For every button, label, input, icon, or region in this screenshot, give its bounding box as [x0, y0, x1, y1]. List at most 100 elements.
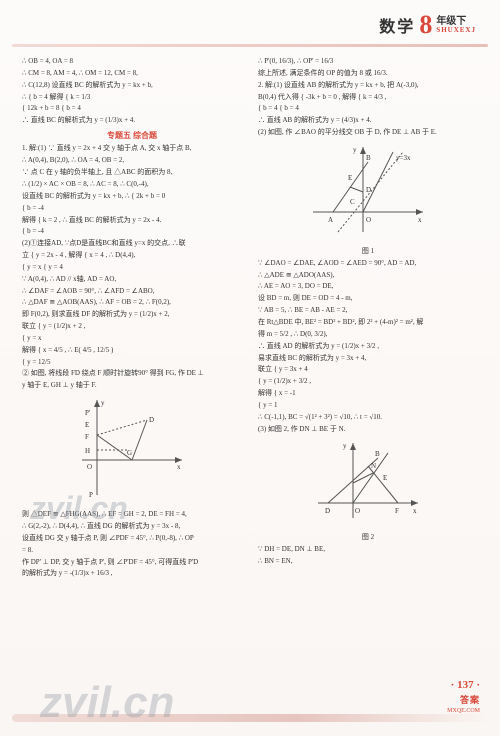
text-line: { b = -4: [22, 203, 242, 214]
grade-text-label: 年级下: [436, 16, 476, 27]
figure-caption: 图 2: [258, 532, 478, 543]
svg-text:y=3x: y=3x: [396, 154, 411, 162]
svg-text:N: N: [371, 462, 376, 470]
text-line: 2. 解:(1) 设直线 AB 的解析式为 y = kx + b, 把 A(-3…: [258, 80, 478, 91]
svg-text:H: H: [85, 447, 90, 455]
page: 数学 8 年级下 SHUXEXJ ∴ OB = 4, OA = 8 ∴ CM =…: [0, 0, 500, 736]
text-line: ∴ OB = 4, OA = 8: [22, 56, 242, 67]
svg-text:y: y: [101, 399, 105, 407]
text-line: 立 { y = 2x - 4 , 解得 { x = 4 , ∴ D(4,4),: [22, 250, 242, 261]
text-line: { y = x: [22, 333, 242, 344]
text-line: ∴ 直线 BC 的解析式为 y = (1/3)x + 4.: [22, 115, 242, 126]
text-line: y 轴于 E, GH ⊥ y 轴于 F.: [22, 380, 242, 391]
page-header: 数学 8 年级下 SHUXEXJ: [379, 12, 476, 38]
text-line: ∴ 直线 AD 的解析式为 y = (1/2)x + 3/2 ,: [258, 341, 478, 352]
text-line: ∵ 点 C 在 y 轴的负半轴上, 且 △ABC 的面积为 8,: [22, 167, 242, 178]
text-line: ∵ ∠DAO = ∠DAE, ∠AOD = ∠AED = 90°, AD = A…: [258, 258, 478, 269]
text-line: 在 Rt△BDE 中, BE² = BD² + BD², 即 2² + (4-m…: [258, 317, 478, 328]
text-line: ∵ DH = DE, DN ⊥ BE,: [258, 544, 478, 555]
text-line: ∴ ∠DAF = ∠AOB = 90°, ∴ ∠AFD = ∠ABO,: [22, 286, 242, 297]
text-line: (2) 如图, 作 ∠BAO 的平分线交 OB 于 D, 作 DE ⊥ AB 于…: [258, 127, 478, 138]
figure-caption: 图 1: [258, 246, 478, 257]
text-line: ∴ A(0,4), B(2,0), ∴ OA = 4, OB = 2,: [22, 155, 242, 166]
svg-text:O: O: [87, 463, 92, 471]
text-line: 作 DP' ⊥ DP, 交 y 轴于点 P', 则 ∠P'DF = 45°, 可…: [22, 557, 242, 568]
text-line: { b = 4 { b = 4: [258, 103, 478, 114]
text-line: 综上所述, 满足条件的 OP 的值为 8 或 16/3.: [258, 68, 478, 79]
text-line: 即 F(0,2), 则求直线 DF 的解析式为 y = (1/2)x + 2,: [22, 309, 242, 320]
svg-text:D: D: [366, 186, 371, 194]
geometry-diagram-icon: B E D A C O x y y=3x: [308, 142, 428, 242]
text-line: ∴ △DAF ≅ △AOB(AAS), ∴ AF = OB = 2, ∴ F(0…: [22, 297, 242, 308]
svg-text:x: x: [413, 507, 417, 515]
text-line: ∵ AB = 5, ∴ BE = AB - AE = 2,: [258, 305, 478, 316]
svg-text:G: G: [127, 449, 132, 457]
text-line: ∵ A(0,4), ∴ AD // x轴, AD = AO,: [22, 274, 242, 285]
figure-1-right: B E D A C O x y y=3x: [258, 142, 478, 242]
grade-text: 年级下 SHUXEXJ: [436, 16, 476, 35]
text-line: 解得 { x = 4/5 , ∴ E( 4/5 , 12/5 ): [22, 345, 242, 356]
text-line: ∴ (1/2) × AC × OB = 8, ∴ AC = 8, ∴ C(0,-…: [22, 179, 242, 190]
text-line: ∴ CM = 8, AM = 4, ∴ OM = 12, CM = 8,: [22, 68, 242, 79]
svg-text:C: C: [350, 198, 355, 206]
text-line: ∴ 直线 AB 的解析式为 y = (4/3)x + 4.: [258, 115, 478, 126]
right-column: ∴ P'(0, 16/3), ∴ OP' = 16/3 综上所述, 满足条件的 …: [258, 56, 478, 686]
text-line: (2)①连接AD, ∵点D是直线BC和直线 y=x 的交点, ∴联: [22, 238, 242, 249]
svg-text:x: x: [418, 216, 422, 224]
text-line: { y = 12/5: [22, 357, 242, 368]
svg-text:F: F: [85, 433, 89, 441]
text-line: 则 △DEF ≅ △FHG(AAS), ∴ EF = GH = 2, DE = …: [22, 509, 242, 520]
text-line: ∴ BN = EN,: [258, 556, 478, 567]
svg-text:E: E: [85, 421, 89, 429]
text-line: 设 BD = m, 则 DE = OD = 4 - m,: [258, 293, 478, 304]
left-column: ∴ OB = 4, OA = 8 ∴ CM = 8, AM = 4, ∴ OM …: [22, 56, 242, 686]
text-line: 得 m = 5/2 , ∴ D(0, 3/2),: [258, 329, 478, 340]
svg-text:y: y: [343, 442, 347, 450]
figure-2-right: B N E D O F x y: [258, 438, 478, 528]
svg-text:P': P': [85, 409, 90, 417]
text-line: 设直线 BC 的解析式为 y = kx + b, ∴ { 2k + b = 0: [22, 191, 242, 202]
text-line: 设直线 DG 交 y 轴于点 P, 则 ∠PDF = 45°, ∴ P(0,-8…: [22, 533, 242, 544]
svg-text:x: x: [177, 463, 181, 471]
text-line: B(0,4) 代入得 { -3k + b = 0 , 解得 { k = 4/3 …: [258, 92, 478, 103]
svg-text:E: E: [348, 174, 352, 182]
page-number: · 137 ·: [451, 679, 480, 691]
text-line: 解得 { x = -1: [258, 388, 478, 399]
text-line: ② 如图, 将线段 FD 绕点 F 顺时针旋转90° 得到 FG, 作 DE ⊥: [22, 368, 242, 379]
footer-logo: 答案: [460, 693, 480, 706]
text-line: 解得 { k = 2 , ∴ 直线 BC 的解析式为 y = 2x - 4.: [22, 215, 242, 226]
text-line: 易求直线 BC 的解析式为 y = 3x + 4,: [258, 353, 478, 364]
text-line: ∴ P'(0, 16/3), ∴ OP' = 16/3: [258, 56, 478, 67]
text-line: 1. 解:(1) ∵ 直线 y = 2x + 4 交 y 轴于点 A, 交 x …: [22, 143, 242, 154]
subject-label: 数学: [379, 13, 415, 37]
text-line: ∴ C(-1,1), BC = √(1² + 3²) = √10, ∴ t = …: [258, 412, 478, 423]
svg-text:y: y: [353, 146, 357, 154]
footer-sub: MXQE.COM: [447, 708, 480, 714]
text-line: { y = (1/2)x + 3/2 ,: [258, 376, 478, 387]
text-line: 的解析式为 y = -(1/3)x + 16/3 ,: [22, 568, 242, 579]
text-line: ∴ C(12,8) 设直线 BC 的解析式为 y = kx + b,: [22, 80, 242, 91]
text-line: 联立 { y = 3x + 4: [258, 364, 478, 375]
text-line: 联立 { y = (1/2)x + 2 ,: [22, 321, 242, 332]
text-line: ∴ AE = AO = 3, DO = DE,: [258, 281, 478, 292]
svg-text:B: B: [366, 154, 371, 162]
content-area: ∴ OB = 4, OA = 8 ∴ CM = 8, AM = 4, ∴ OM …: [22, 56, 478, 686]
footer-divider: [12, 714, 488, 722]
figure-1-left: P' E D F G H O P x y: [22, 395, 242, 505]
text-line: { 12k + b = 8 { b = 4: [22, 103, 242, 114]
text-line: { b = -4: [22, 226, 242, 237]
text-line: ∴ { b = 4 解得 { k = 1/3: [22, 92, 242, 103]
svg-text:D: D: [149, 416, 154, 424]
svg-text:F: F: [395, 507, 399, 515]
text-line: ∴ △ADE ≅ △ADO(AAS),: [258, 270, 478, 281]
svg-text:D: D: [325, 507, 330, 515]
text-line: = 8.: [22, 545, 242, 556]
svg-text:P: P: [89, 491, 93, 499]
svg-text:B: B: [375, 450, 380, 458]
header-divider: [12, 44, 488, 47]
svg-text:A: A: [328, 216, 333, 224]
text-line: { y = 1: [258, 400, 478, 411]
text-line: ∴ G(2,-2), ∴ D(4,4), ∴ 直线 DG 的解析式为 y = 3…: [22, 521, 242, 532]
geometry-diagram-icon: P' E D F G H O P x y: [77, 395, 187, 505]
geometry-diagram-icon: B N E D O F x y: [313, 438, 423, 528]
